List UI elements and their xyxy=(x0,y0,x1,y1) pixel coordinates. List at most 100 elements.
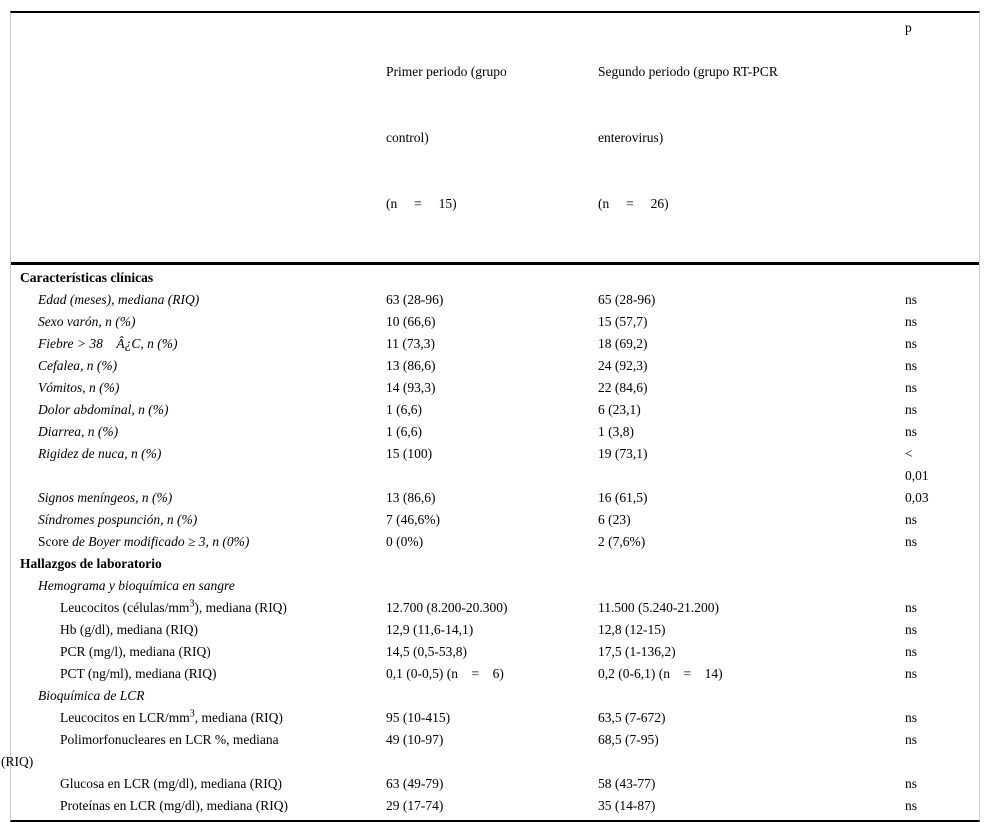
row-label: Edad (meses), mediana (RIQ) xyxy=(11,289,386,311)
row-label: Glucosa en LCR (mg/dl), mediana (RIQ) xyxy=(11,773,386,795)
value-segundo-periodo: 17,5 (1-136,2) xyxy=(598,644,676,659)
table-row: Leucocitos en LCR/mm3, mediana (RIQ) 95 (… xyxy=(11,707,979,729)
value-primer-periodo: 12,9 (11,6-14,1) xyxy=(386,622,474,637)
value-primer-periodo: 1 (6,6) xyxy=(386,424,422,439)
table-row: Vómitos, n (%) 14 (93,3) 22 (84,6) ns xyxy=(11,377,979,399)
header-segundo-line3: (n = 26) xyxy=(598,196,669,211)
p-value: ns xyxy=(905,424,918,439)
row-label-part: Polimorfonucleares en LCR %, mediana xyxy=(60,732,279,747)
table-body: Características clínicas Edad (meses), me… xyxy=(1,265,979,820)
row-label: Score de Boyer modificado ≥ 3, n (0%) xyxy=(11,531,386,553)
header-primer-periodo: Primer periodo (grupo control) (n = 15) xyxy=(386,17,598,259)
header-segundo-line2: enterovirus) xyxy=(598,130,664,145)
value-segundo-periodo: 68,5 (7-95) xyxy=(598,732,659,747)
header-segundo-periodo: Segundo periodo (grupo RT-PCR enteroviru… xyxy=(598,17,905,259)
value-segundo-periodo: 58 (43-77) xyxy=(598,776,656,791)
row-label-part: Fiebre > 38 Â¿C, n (%) xyxy=(38,336,178,351)
p-value xyxy=(905,553,979,575)
value-primer-periodo xyxy=(386,685,598,707)
row-label-part: 3 xyxy=(189,598,195,610)
row-label: Leucocitos en LCR/mm3, mediana (RIQ) xyxy=(11,707,386,729)
header-segundo-line1: Segundo periodo (grupo RT-PCR xyxy=(598,64,778,79)
value-primer-periodo: 15 (100) xyxy=(386,446,433,461)
value-primer-periodo: 12.700 (8.200-20.300) xyxy=(386,600,508,615)
value-primer-periodo: 10 (66,6) xyxy=(386,314,436,329)
table-header: Primer periodo (grupo control) (n = 15) … xyxy=(11,13,979,265)
row-label-part: Vómitos, n (%) xyxy=(38,380,120,395)
row-label: Bioquímica de LCR xyxy=(11,685,386,707)
p-value: ns xyxy=(905,402,918,417)
p-value: ns xyxy=(905,358,918,373)
table-row: Proteínas en LCR (mg/dl), mediana (RIQ) 2… xyxy=(11,795,979,817)
row-label: Características clínicas xyxy=(11,267,386,289)
row-label-part: Signos meníngeos, n (%) xyxy=(38,490,173,505)
value-segundo-periodo: 18 (69,2) xyxy=(598,336,648,351)
row-label-part: Proteínas en LCR (mg/dl), mediana (RIQ) xyxy=(60,798,288,813)
header-p-column: p xyxy=(905,20,912,35)
value-primer-periodo: 13 (86,6) xyxy=(386,358,436,373)
p-value: ns xyxy=(905,710,918,725)
row-label: Hb (g/dl), mediana (RIQ) xyxy=(11,619,386,641)
value-primer-periodo: 14 (93,3) xyxy=(386,380,436,395)
value-primer-periodo: 0 (0%) xyxy=(386,534,424,549)
table-row: Rigidez de nuca, n (%) 15 (100) 19 (73,1) <… xyxy=(11,443,979,487)
value-segundo-periodo: 12,8 (12-15) xyxy=(598,622,666,637)
p-value xyxy=(905,575,979,597)
page-root: { "table": { "header": { "col1": "", "co… xyxy=(1,11,980,822)
table-row: Hallazgos de laboratorio xyxy=(11,553,979,575)
p-value: ns xyxy=(905,666,918,681)
row-label-part: (RIQ) xyxy=(1,754,34,769)
p-value: < 0,01 xyxy=(905,446,929,483)
row-label-part: ), mediana (RIQ) xyxy=(194,600,287,615)
header-empty-cell xyxy=(11,17,386,259)
p-value xyxy=(905,685,979,707)
p-value: ns xyxy=(905,622,918,637)
row-label-part: Síndromes pospunción, n (%) xyxy=(38,512,198,527)
value-primer-periodo: 95 (10-415) xyxy=(386,710,451,725)
value-primer-periodo xyxy=(386,575,598,597)
row-label: Proteínas en LCR (mg/dl), mediana (RIQ) xyxy=(11,795,386,817)
table-row: PCT (ng/ml), mediana (RIQ) 0,1 (0-0,5) (n… xyxy=(11,663,979,685)
table-row: Polimorfonucleares en LCR %, mediana (RIQ… xyxy=(1,729,979,773)
row-label: Fiebre > 38 Â¿C, n (%) xyxy=(11,333,386,355)
row-label-part: Hemograma y bioquímica en sangre xyxy=(38,578,235,593)
row-label-part: Score xyxy=(38,534,73,549)
row-label: PCR (mg/l), mediana (RIQ) xyxy=(11,641,386,663)
row-label-part: Rigidez de nuca, n (%) xyxy=(38,446,162,461)
p-value: ns xyxy=(905,644,918,659)
row-label-part: Bioquímica de LCR xyxy=(38,688,145,703)
row-label-part: de Boyer modificado ≥ 3, n (0%) xyxy=(72,534,250,549)
table-row: Fiebre > 38 Â¿C, n (%) 11 (73,3) 18 (69,2)… xyxy=(11,333,979,355)
row-label-part: PCT (ng/ml), mediana (RIQ) xyxy=(60,666,217,681)
value-segundo-periodo: 1 (3,8) xyxy=(598,424,634,439)
row-label-part: Glucosa en LCR (mg/dl), mediana (RIQ) xyxy=(60,776,282,791)
value-segundo-periodo: 6 (23,1) xyxy=(598,402,641,417)
value-segundo-periodo xyxy=(598,553,905,575)
value-segundo-periodo xyxy=(598,267,905,289)
table-row: Características clínicas xyxy=(11,267,979,289)
table-row: Síndromes pospunción, n (%) 7 (46,6%) 6 (2… xyxy=(11,509,979,531)
value-primer-periodo: 0,1 (0-0,5) (n = 6) xyxy=(386,666,504,681)
value-segundo-periodo: 0,2 (0-6,1) (n = 14) xyxy=(598,666,723,681)
row-label: Hallazgos de laboratorio xyxy=(11,553,386,575)
p-value: ns xyxy=(905,776,918,791)
row-label-part: Cefalea, n (%) xyxy=(38,358,118,373)
value-segundo-periodo: 15 (57,7) xyxy=(598,314,648,329)
value-segundo-periodo: 16 (61,5) xyxy=(598,490,648,505)
table-row: Leucocitos (células/mm3), mediana (RIQ) 1… xyxy=(11,597,979,619)
row-label: Signos meníngeos, n (%) xyxy=(11,487,386,509)
table-row: Diarrea, n (%) 1 (6,6) 1 (3,8) ns xyxy=(11,421,979,443)
table-row: Glucosa en LCR (mg/dl), mediana (RIQ) 63 … xyxy=(11,773,979,795)
header-primer-line2: control) xyxy=(386,130,429,145)
row-label-part: PCR (mg/l), mediana (RIQ) xyxy=(60,644,211,659)
p-value: ns xyxy=(905,732,918,747)
p-value: ns xyxy=(905,512,918,527)
row-label-part: Leucocitos en LCR/mm xyxy=(60,710,190,725)
data-table: Primer periodo (grupo control) (n = 15) … xyxy=(1,11,980,822)
value-primer-periodo: 1 (6,6) xyxy=(386,402,422,417)
row-label: Sexo varón, n (%) xyxy=(11,311,386,333)
value-segundo-periodo: 11.500 (5.240-21.200) xyxy=(598,600,719,615)
row-label: Leucocitos (células/mm3), mediana (RIQ) xyxy=(11,597,386,619)
row-label: PCT (ng/ml), mediana (RIQ) xyxy=(11,663,386,685)
p-value: 0,03 xyxy=(905,490,929,505)
